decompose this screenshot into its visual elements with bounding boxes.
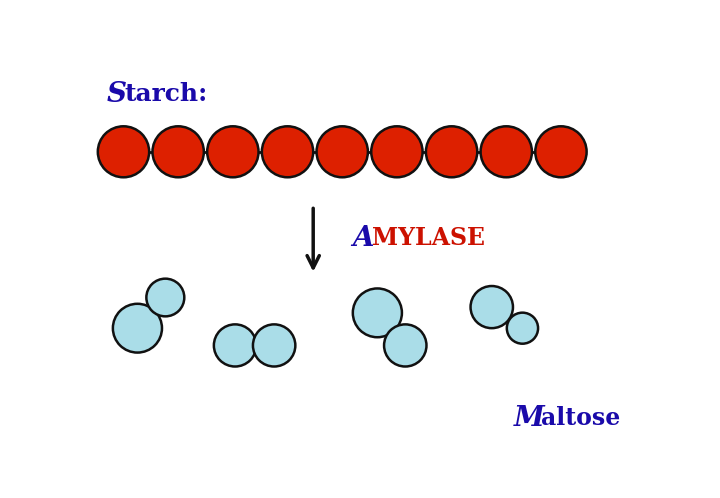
Ellipse shape	[480, 126, 532, 177]
Ellipse shape	[507, 313, 538, 344]
Text: A: A	[352, 225, 374, 251]
Text: tarch:: tarch:	[125, 82, 208, 106]
Ellipse shape	[535, 126, 587, 177]
Ellipse shape	[98, 126, 149, 177]
Ellipse shape	[372, 126, 423, 177]
Ellipse shape	[353, 288, 402, 337]
Ellipse shape	[153, 126, 204, 177]
Text: M: M	[514, 405, 545, 432]
Text: altose: altose	[541, 406, 620, 430]
Text: S: S	[107, 81, 127, 108]
Ellipse shape	[317, 126, 368, 177]
Ellipse shape	[384, 324, 426, 367]
Ellipse shape	[262, 126, 313, 177]
Ellipse shape	[253, 324, 295, 367]
Ellipse shape	[113, 304, 162, 353]
Ellipse shape	[214, 324, 256, 367]
Ellipse shape	[426, 126, 477, 177]
Ellipse shape	[146, 279, 184, 316]
Text: MYLASE: MYLASE	[372, 226, 485, 250]
Ellipse shape	[471, 286, 513, 328]
Ellipse shape	[207, 126, 258, 177]
